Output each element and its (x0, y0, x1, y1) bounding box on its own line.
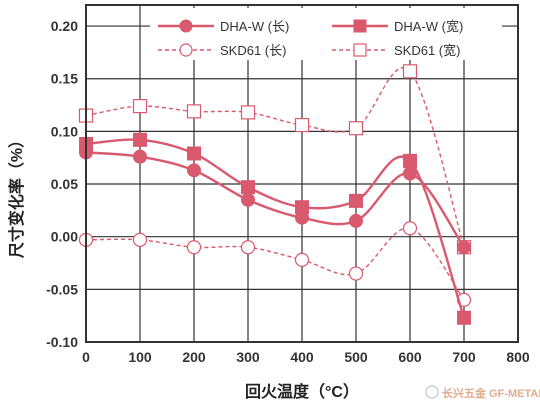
data-point (348, 121, 364, 136)
legend-item: DHA-W (宽) (332, 19, 463, 34)
data-point (348, 266, 364, 281)
data-point (294, 117, 310, 133)
watermark: 长兴五金 GF-METALS.COM (425, 385, 540, 400)
data-point (186, 104, 202, 119)
legend-background (150, 8, 502, 60)
data-point (240, 105, 256, 120)
x-tick-labels: 0 100 200 300 400 500 600 700 800 (82, 349, 530, 365)
legend-marker (353, 43, 367, 57)
data-point (457, 240, 471, 255)
data-point (402, 221, 418, 236)
y-axis-title: 尺寸变化率（%） (7, 132, 26, 258)
data-point (187, 146, 201, 161)
legend-label: DHA-W (长) (220, 19, 289, 34)
series-0 (79, 145, 471, 255)
legend-marker (179, 43, 193, 57)
legend-label: SKD61 (宽) (394, 43, 460, 58)
legend-item: DHA-W (长) (158, 19, 289, 34)
legend-item: SKD61 (长) (158, 43, 286, 58)
y-tick-label: 0.00 (51, 229, 78, 245)
y-tick-label: 0.15 (51, 71, 78, 87)
y-tick-label: -0.05 (46, 281, 78, 297)
y-tick-label: 0.05 (51, 176, 78, 192)
data-point (133, 149, 147, 164)
x-axis-title: 回火温度（°C） (245, 382, 359, 401)
x-tick-label: 200 (182, 349, 206, 365)
y-tick-label: 0.10 (51, 123, 78, 139)
x-tick-label: 100 (128, 349, 152, 365)
x-tick-label: 500 (344, 349, 368, 365)
x-tick-label: 600 (398, 349, 422, 365)
data-point (186, 240, 202, 255)
series-line (85, 227, 465, 301)
plot-frame (85, 4, 519, 343)
y-tick-labels: 0.20 0.15 0.10 0.05 0.00 -0.05 -0.10 (46, 18, 78, 350)
legend-label: DHA-W (宽) (394, 19, 463, 34)
legend-item: SKD61 (宽) (332, 43, 460, 58)
watermark-text: 长兴五金 GF-METALS.COM (442, 386, 540, 400)
data-point (295, 200, 309, 215)
data-point (132, 98, 148, 114)
series-1 (79, 132, 471, 325)
x-tick-label: 800 (506, 349, 530, 365)
series-layer (78, 64, 472, 325)
y-tick-label: 0.20 (51, 18, 78, 34)
data-point (349, 213, 363, 228)
data-point (402, 64, 418, 79)
data-point (132, 232, 148, 247)
x-tick-label: 300 (236, 349, 260, 365)
legend-marker (179, 19, 193, 33)
data-point (187, 163, 201, 178)
data-point (240, 240, 256, 255)
y-tick-label: -0.10 (46, 334, 78, 350)
x-tick-label: 700 (452, 349, 476, 365)
data-point (457, 310, 471, 325)
x-tick-label: 400 (290, 349, 314, 365)
data-point (403, 153, 417, 168)
watermark-logo-icon (425, 385, 439, 399)
legend: DHA-W (长) DHA-W (宽) SKD61 (长) SKD61 (宽) (150, 8, 502, 60)
data-point (294, 252, 310, 267)
data-point (241, 192, 255, 207)
legend-label: SKD61 (长) (220, 43, 286, 58)
data-point (349, 193, 363, 208)
data-point (241, 180, 255, 195)
legend-marker (353, 19, 367, 33)
data-point (133, 132, 147, 147)
x-tick-label: 0 (82, 349, 90, 365)
